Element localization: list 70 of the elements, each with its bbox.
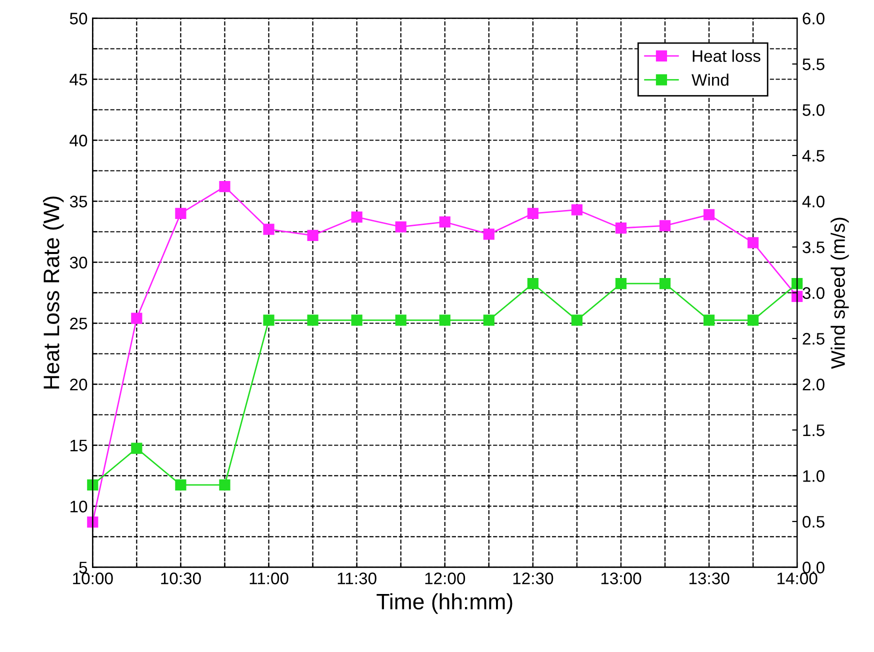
point — [748, 237, 759, 248]
point — [527, 208, 538, 220]
y-tick-label: 20 — [70, 378, 88, 390]
y2-tick-label: 2.0 — [802, 378, 824, 390]
x-tick-label: 14:00 — [778, 572, 818, 584]
x-tick-label: 11:00 — [250, 572, 288, 584]
point — [703, 314, 715, 326]
point — [307, 230, 318, 241]
y2-tick-label: 2.5 — [802, 332, 824, 345]
point — [175, 479, 186, 490]
point — [659, 278, 671, 290]
point — [703, 209, 715, 220]
y-tick-label: 25 — [70, 318, 88, 330]
point — [527, 278, 538, 290]
y2-axis-title: Wind speed (m/s) — [830, 218, 849, 369]
x-axis-title: Time (hh:mm) — [376, 593, 512, 614]
x-tick-label: 10:30 — [161, 572, 201, 584]
y-tick-label: 35 — [70, 196, 88, 208]
point — [87, 479, 98, 490]
point — [219, 181, 230, 192]
y-axis-title: Heat Loss Rate (W) — [42, 196, 64, 388]
y2-tick-label: 0.0 — [802, 562, 824, 574]
point — [351, 314, 362, 326]
point — [175, 208, 186, 220]
point — [395, 314, 406, 326]
point — [483, 228, 494, 240]
y-tick-label: 10 — [70, 500, 88, 512]
y2-tick-label: 3.0 — [802, 287, 824, 299]
y-tick-label: 15 — [70, 440, 88, 452]
y-tick-label: 50 — [70, 12, 88, 24]
y-tick-label: 30 — [70, 256, 88, 268]
point — [792, 278, 803, 290]
point — [263, 224, 274, 235]
x-tick-label: 12:30 — [513, 572, 554, 584]
y2-tick-label: 6.0 — [802, 12, 824, 24]
point — [615, 222, 627, 234]
point — [439, 314, 450, 326]
x-tick-label: 13:30 — [689, 572, 730, 584]
x-tick-label: 11:30 — [338, 572, 376, 584]
y2-tick-label: 5.0 — [802, 104, 824, 116]
y-tick-label: 5 — [79, 562, 88, 574]
y2-tick-label: 1.0 — [803, 470, 824, 482]
y2-tick-label: 0.5 — [802, 516, 824, 528]
y2-tick-label: 4.0 — [802, 196, 824, 208]
point — [483, 314, 494, 326]
point — [439, 216, 450, 228]
point — [131, 442, 142, 454]
point — [131, 312, 142, 324]
y2-tick-label: 5.5 — [802, 58, 824, 70]
point — [571, 204, 583, 216]
y-tick-label: 45 — [70, 74, 88, 86]
point — [87, 516, 98, 528]
point — [263, 314, 274, 326]
x-tick-label: 10:00 — [73, 572, 113, 584]
y2-tick-label: 1.5 — [803, 424, 824, 436]
point — [395, 221, 406, 232]
legend-label: Heat loss — [692, 50, 760, 62]
legend-label: Wind — [692, 74, 728, 86]
point — [571, 314, 583, 326]
y2-tick-label: 3.5 — [802, 241, 824, 254]
point — [307, 314, 318, 326]
point — [659, 220, 671, 232]
point — [219, 479, 230, 490]
x-tick-label: 13:00 — [601, 572, 642, 584]
point — [615, 278, 627, 290]
y-tick-label: 40 — [70, 134, 88, 146]
point — [351, 212, 362, 223]
x-tick-label: 12:00 — [425, 572, 466, 584]
y2-tick-label: 4.5 — [802, 150, 824, 162]
point — [748, 314, 759, 326]
